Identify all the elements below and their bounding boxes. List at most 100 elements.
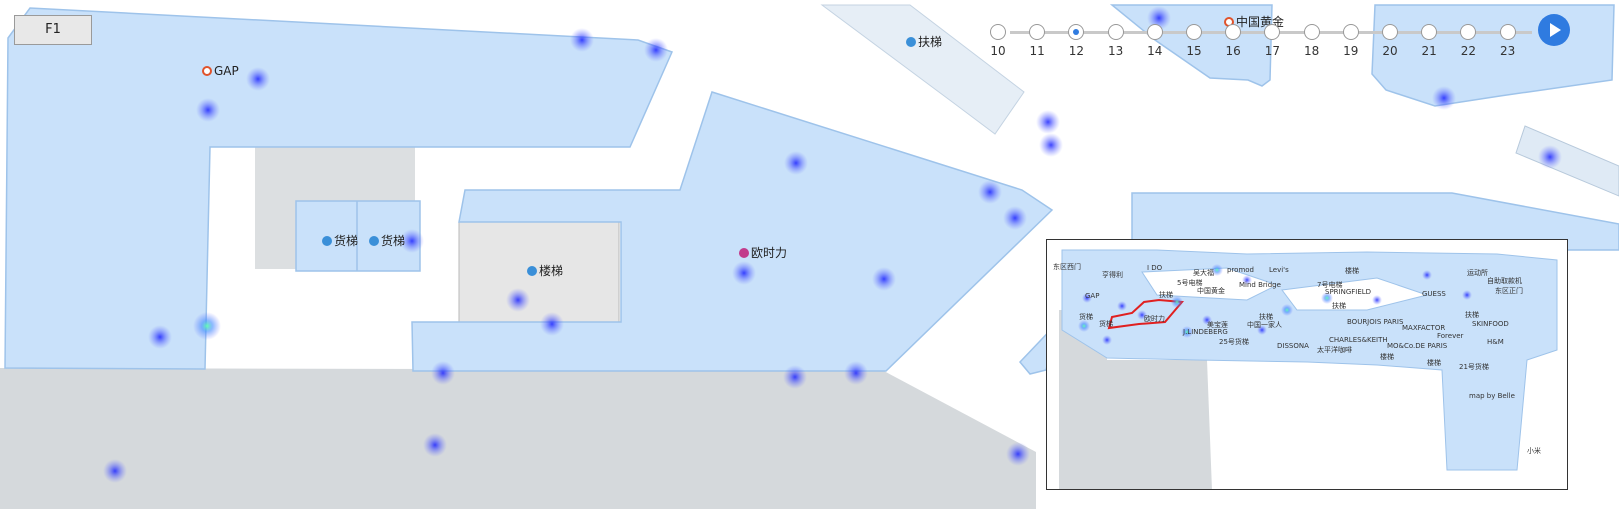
minimap-label: MO&Co.DE PARIS xyxy=(1387,342,1448,350)
minimap-label: 货梯 xyxy=(1099,320,1113,328)
corridor-floor xyxy=(0,368,1036,509)
poi-cargo-elevator-1-label: 货梯 xyxy=(334,234,359,248)
store-right-strip[interactable] xyxy=(1515,125,1619,197)
minimap-void xyxy=(1281,277,1429,311)
timeline-node-18[interactable] xyxy=(1303,24,1320,40)
minimap-label: 7号电梯 xyxy=(1317,281,1343,289)
heat-spot xyxy=(1003,206,1027,230)
poi-gap[interactable]: GAP xyxy=(202,64,239,78)
timeline-node-19[interactable] xyxy=(1342,24,1359,40)
timeline-node-20[interactable] xyxy=(1382,24,1398,40)
minimap-heat xyxy=(1078,264,1472,345)
timeline-node-23[interactable] xyxy=(1499,24,1516,40)
hour-timeline[interactable]: 10 11 12 13 14 15 16 17 18 19 20 21 22 23 xyxy=(990,14,1570,64)
stairs-icon xyxy=(527,265,537,276)
poi-stairs[interactable]: 楼梯 xyxy=(527,262,563,279)
minimap-label: 小米 xyxy=(1527,447,1541,455)
minimap-label: 扶梯 xyxy=(1332,302,1346,310)
minimap-label: 25号货梯 xyxy=(1219,338,1249,346)
minimap-label: 扶梯 xyxy=(1259,313,1273,321)
poi-cargo-elevator-1[interactable]: 货梯 xyxy=(322,232,358,249)
timeline-node-22[interactable] xyxy=(1460,24,1477,40)
heat-spot xyxy=(506,288,530,312)
timeline-label-14: 14 xyxy=(1147,44,1163,58)
timeline-label-17: 17 xyxy=(1264,44,1281,58)
minimap-label: 吴大福 xyxy=(1193,269,1214,277)
minimap-label: 东区正门 xyxy=(1495,287,1523,295)
minimap-label: 欧时力 xyxy=(1144,315,1165,323)
heat-spot xyxy=(540,312,564,336)
floor-selector-button[interactable]: F1 xyxy=(14,15,92,45)
timeline-node-21[interactable] xyxy=(1421,24,1438,40)
minimap-svg xyxy=(1059,249,1558,489)
timeline-label-12: 12 xyxy=(1068,44,1085,58)
minimap-label: CHARLES&KEITH xyxy=(1329,336,1388,344)
minimap-label: promod xyxy=(1227,266,1254,274)
minimap-label: Mind Bridge xyxy=(1239,281,1281,289)
poi-escalator-label: 扶梯 xyxy=(918,35,943,49)
heat-spot xyxy=(103,459,127,483)
minimap-stores xyxy=(1061,249,1558,471)
stairs-block xyxy=(458,221,620,323)
elevator-icon xyxy=(322,235,332,246)
poi-stairs-label: 楼梯 xyxy=(539,264,564,278)
overview-minimap[interactable]: 东区西门 亨得利 I DO 吴大福 promod Levi's 楼梯 运动所 自助取款机 东区正门… xyxy=(1046,239,1568,490)
poi-oushili-label: 欧时力 xyxy=(751,246,788,260)
play-button[interactable] xyxy=(1538,14,1570,46)
timeline-label-11: 11 xyxy=(1029,44,1045,58)
minimap-label: 扶梯 xyxy=(1159,291,1173,299)
timeline-label-19: 19 xyxy=(1343,44,1359,58)
timeline-label-18: 18 xyxy=(1303,44,1320,58)
timeline-node-12[interactable] xyxy=(1068,24,1085,40)
timeline-node-11[interactable] xyxy=(1029,24,1046,40)
minimap-label: SPRINGFIELD xyxy=(1325,288,1372,296)
poi-cargo-elevator-2[interactable]: 货梯 xyxy=(369,232,405,249)
heat-spot xyxy=(978,180,1002,204)
minimap-label: map by Belle xyxy=(1469,392,1515,400)
minimap-label: 美宝莲 xyxy=(1207,321,1228,329)
timeline-label-22: 22 xyxy=(1460,44,1477,58)
elevator-icon xyxy=(369,235,379,246)
minimap-label: Forever xyxy=(1437,332,1464,340)
timeline-node-10[interactable] xyxy=(990,24,1006,40)
heat-spot xyxy=(784,151,808,175)
timeline-node-13[interactable] xyxy=(1107,24,1124,40)
heat-spot xyxy=(431,361,455,385)
timeline-node-17[interactable] xyxy=(1264,24,1281,40)
minimap-label: 亨得利 xyxy=(1102,271,1123,279)
poi-gap-label: GAP xyxy=(214,64,239,78)
timeline-label-10: 10 xyxy=(990,44,1006,58)
minimap-label: 扶梯 xyxy=(1465,311,1479,319)
poi-escalator[interactable]: 扶梯 xyxy=(906,33,942,50)
escalator-icon xyxy=(906,36,916,47)
minimap-corridor xyxy=(1059,310,1212,489)
store-cargo-elevators[interactable] xyxy=(295,200,421,272)
poi-oushili[interactable]: 欧时力 xyxy=(739,244,787,261)
minimap-label: 中国黄金 xyxy=(1197,287,1225,295)
heat-spot xyxy=(1538,145,1562,169)
minimap-label: 楼梯 xyxy=(1427,359,1441,367)
timeline-node-15[interactable] xyxy=(1186,24,1202,40)
store-gap[interactable] xyxy=(4,7,674,370)
heat-spot xyxy=(1432,86,1456,110)
minimap-label: 太平洋咖啡 xyxy=(1317,346,1352,354)
heat-spot xyxy=(570,28,594,52)
minimap-label: BOURJOIS PARIS xyxy=(1347,318,1404,326)
minimap-label: 楼梯 xyxy=(1380,353,1394,361)
minimap-label: 5号电梯 xyxy=(1177,279,1203,287)
shop-icon xyxy=(202,66,212,76)
timeline-label-21: 21 xyxy=(1421,44,1437,58)
timeline-label-15: 15 xyxy=(1186,44,1202,58)
store-oushili[interactable] xyxy=(411,91,1054,372)
minimap-label: 楼梯 xyxy=(1345,267,1359,275)
heat-spot xyxy=(423,433,447,457)
minimap-label: 货梯 xyxy=(1079,313,1093,321)
minimap-label: MAXFACTOR xyxy=(1402,324,1446,332)
timeline-label-16: 16 xyxy=(1225,44,1241,58)
store-escalator-area[interactable] xyxy=(820,4,1025,135)
timeline-node-14[interactable] xyxy=(1146,24,1163,40)
timeline-node-16[interactable] xyxy=(1225,24,1242,40)
poi-cargo-elevator-2-label: 货梯 xyxy=(381,234,406,248)
heat-spot xyxy=(400,229,424,253)
